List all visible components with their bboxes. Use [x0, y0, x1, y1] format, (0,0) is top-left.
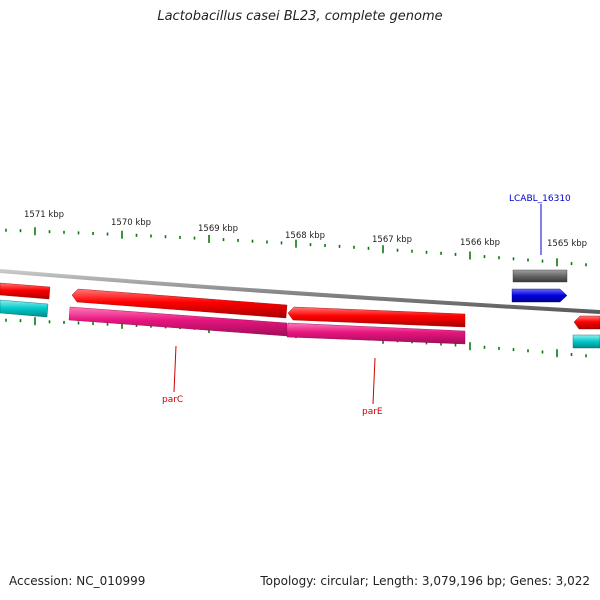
cds-arrow[interactable]: [287, 306, 466, 328]
ruler-ticks-outer: [5, 227, 587, 267]
locus-gray-block[interactable]: [512, 269, 568, 283]
ruler-label: 1565 kbp: [547, 239, 587, 249]
gene-block-parE[interactable]: [286, 322, 466, 345]
gene-label-parC[interactable]: parC: [162, 395, 183, 405]
cds-arrow[interactable]: [0, 282, 51, 300]
accession-label: Accession: NC_010999: [9, 574, 146, 588]
parC-leader-line: [173, 345, 177, 393]
ruler-label: 1568 kbp: [285, 231, 325, 241]
gene-label-lcabl[interactable]: LCABL_16310: [509, 194, 571, 204]
gene-label-parE[interactable]: parE: [362, 407, 383, 417]
cds-arrow[interactable]: [573, 315, 600, 330]
gene-track-pink: [68, 306, 466, 345]
locus-blue-arrow[interactable]: [511, 288, 568, 303]
map-title: Lactobacillus casei BL23, complete genom…: [157, 9, 443, 24]
ruler-label: 1567 kbp: [372, 235, 412, 245]
ruler-labels: 1571 kbp 1570 kbp 1569 kbp 1568 kbp 1567…: [24, 210, 587, 249]
ruler-label: 1566 kbp: [460, 238, 500, 248]
genome-summary: Topology: circular; Length: 3,079,196 bp…: [260, 574, 590, 588]
cds-arrow[interactable]: [71, 288, 288, 319]
cds-track-red: [0, 282, 600, 330]
genome-backbone: [0, 269, 600, 314]
ruler-label: 1571 kbp: [24, 210, 64, 220]
cyan-feature[interactable]: [0, 299, 49, 318]
cyan-feature[interactable]: [572, 334, 600, 349]
parE-leader-line: [372, 357, 376, 405]
ruler-label: 1570 kbp: [111, 218, 151, 228]
ruler-label: 1569 kbp: [198, 224, 238, 234]
feature-track-cyan: [0, 299, 600, 349]
